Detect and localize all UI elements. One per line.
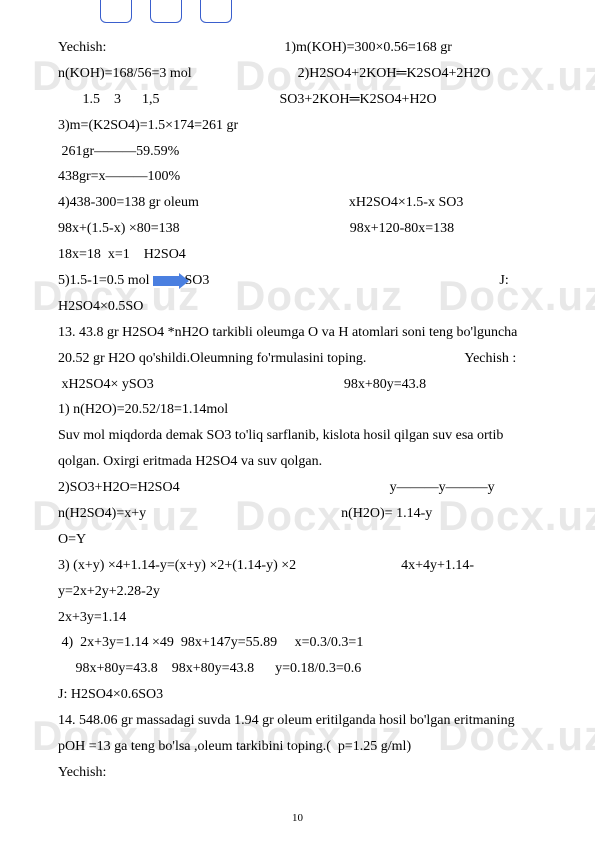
text: n(KOH)=168/56=3 mol: [58, 66, 192, 81]
text: 4)438-300=138 gr oleum: [58, 195, 199, 210]
text: 98x+80y=43.8 98x+80y=43.8 y=0.18/0.3=0.6: [58, 661, 361, 676]
text: n(H2SO4)=x+y: [58, 506, 146, 521]
text: 3) (x+y) ×4+1.14-y=(x+y) ×2+(1.14-y) ×2: [58, 558, 296, 573]
arrow-icon: [153, 276, 181, 286]
text: 2)SO3+H2O=H2SO4: [58, 480, 180, 495]
text: 20.52 gr H2O qo'shildi.Oleumning fo'rmul…: [58, 351, 366, 366]
text: xH2SO4× ySO3: [58, 377, 154, 392]
page-number: 10: [0, 812, 595, 824]
text: H2SO4×0.5SO: [58, 299, 143, 314]
text: 2x+3y=1.14: [58, 610, 126, 625]
text: 14. 548.06 gr massadagi suvda 1.94 gr ol…: [58, 713, 515, 728]
text: 4x+4y+1.14-: [401, 558, 474, 573]
text: 18x=18 x=1 H2SO4: [58, 247, 186, 262]
text: O=Y: [58, 532, 86, 547]
text: 5)1.5-1=0.5 mol: [58, 273, 153, 288]
text: 261gr―——59.59%: [58, 144, 179, 159]
text: 98x+120-80x=138: [350, 221, 454, 236]
text: Yechish:: [58, 40, 106, 55]
text: Yechish :: [464, 351, 516, 366]
text: 1) n(H2O)=20.52/18=1.14mol: [58, 402, 228, 417]
text: 13. 43.8 gr H2SO4 *nH2O tarkibli oleumga…: [58, 325, 517, 340]
text: J: H2SO4×0.6SO3: [58, 687, 163, 702]
text: 2)H2SO4+2KOH═K2SO4+2H2O: [298, 66, 491, 81]
text: J:: [499, 273, 508, 288]
text: n(H2O)= 1.14-y: [341, 506, 432, 521]
text: pOH =13 ga teng bo'lsa ,oleum tarkibini …: [58, 739, 411, 754]
text: 3)m=(K2SO4)=1.5×174=261 gr: [58, 118, 238, 133]
text: 438gr=x―——100%: [58, 169, 180, 184]
text: xH2SO4×1.5-x SO3: [349, 195, 463, 210]
text: y―——y―——y: [390, 480, 495, 495]
text: Suv mol miqdorda demak SO3 to'liq sarfla…: [58, 428, 503, 443]
text: qolgan. Oxirgi eritmada H2SO4 va suv qol…: [58, 454, 322, 469]
bracket-decor: [100, 0, 250, 23]
text: 1)m(KOH)=300×0.56=168 gr: [284, 40, 452, 55]
text: y=2x+2y+2.28-2y: [58, 584, 160, 599]
text: Yechish:: [58, 765, 106, 780]
text: 98x+(1.5-x) ×80=138: [58, 221, 180, 236]
text: 98x+80y=43.8: [344, 377, 426, 392]
text: 4) 2x+3y=1.14 ×49 98x+147y=55.89 x=0.3/0…: [58, 635, 363, 650]
text: SO3+2KOH═K2SO4+H2O: [280, 92, 437, 107]
text: 1.5 3 1,5: [58, 92, 160, 107]
document-body: Yechish: 1)m(KOH)=300×0.56=168 gr n(KOH)=…: [58, 35, 548, 786]
